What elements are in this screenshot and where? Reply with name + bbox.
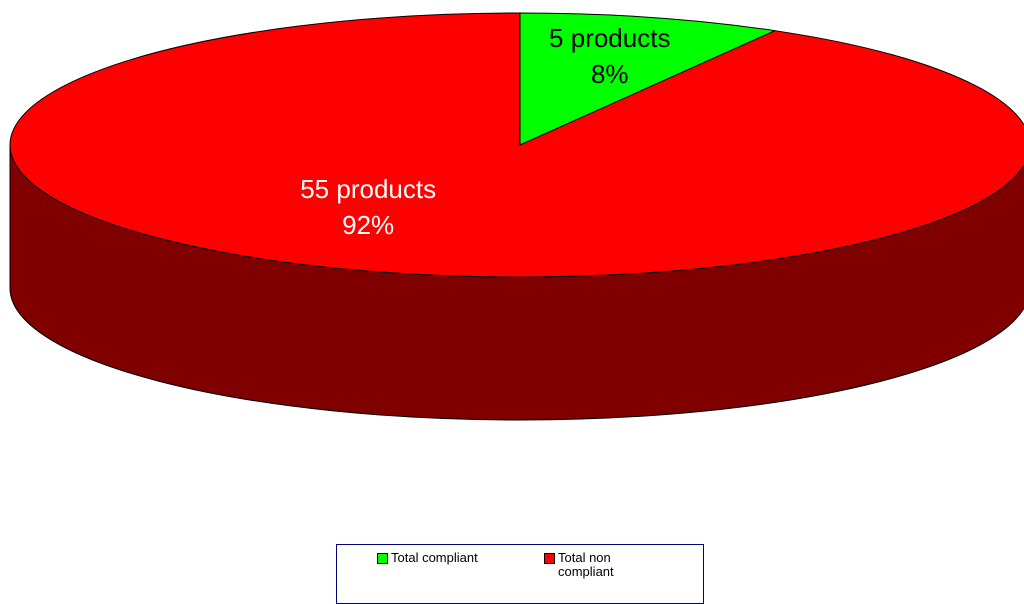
pie-slice <box>519 12 777 146</box>
data-label: 92% <box>342 210 394 240</box>
page: 5 products 8% 55 products 92% Total complia… <box>9 12 1024 604</box>
chart: 5 products 8% 55 products 92% <box>9 12 1024 421</box>
data-label: 8% <box>591 59 629 89</box>
legend-item: Total compliant <box>377 551 486 565</box>
data-label: 55 products <box>300 174 436 204</box>
legend-swatch <box>377 553 388 564</box>
legend-swatch <box>544 553 555 564</box>
legend: Total compliant Total non compliant <box>336 544 704 604</box>
pie-slice <box>9 12 1024 278</box>
legend-label: Total compliant <box>391 550 478 565</box>
legend-item: Total non compliant <box>544 551 653 579</box>
data-label: 5 products <box>549 23 670 53</box>
legend-label: Total non compliant <box>558 550 614 579</box>
